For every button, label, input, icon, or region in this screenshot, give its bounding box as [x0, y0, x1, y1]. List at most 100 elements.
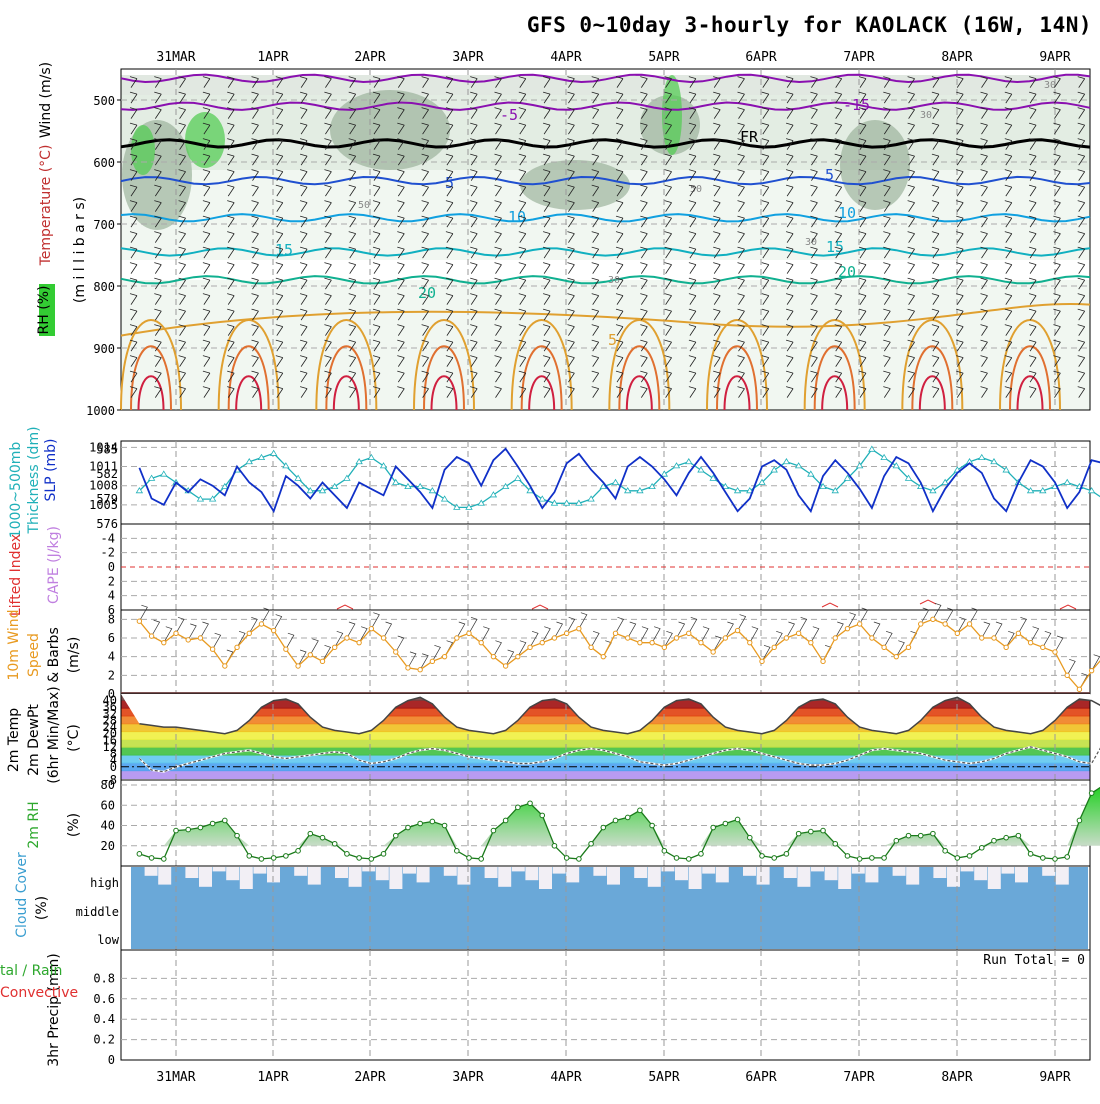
wind-barb-10m: [883, 631, 893, 648]
wind-barb: [980, 122, 988, 135]
wind-barb: [956, 184, 964, 197]
wind-barb-10m: [248, 617, 258, 634]
wind-barb-10m: [334, 631, 344, 648]
temp-band: [121, 754, 1090, 764]
wind-barb: [324, 386, 332, 398]
date-label-top: 4APR: [550, 50, 581, 65]
high-cloud-gap: [811, 867, 824, 872]
rh-point: [429, 818, 436, 825]
wind-barb: [1053, 324, 1061, 336]
high-cloud-gap: [335, 867, 348, 878]
wind-barb: [227, 91, 235, 104]
rh-point: [148, 855, 155, 861]
wind-barb: [275, 153, 284, 166]
contour-label: FR: [740, 128, 759, 146]
wind-barb: [785, 339, 794, 352]
wind-barb: [688, 153, 697, 166]
temp-tick-label: 16: [103, 733, 117, 747]
high-cloud-gap: [1042, 867, 1056, 876]
high-cloud-gap: [307, 867, 321, 885]
wind-barb: [227, 386, 235, 398]
wind-barb: [931, 169, 940, 181]
wind-barb: [883, 200, 891, 212]
li-tick-label: 2: [108, 574, 115, 588]
wind-barb: [178, 246, 186, 259]
wind-barb: [858, 293, 867, 305]
date-label-bottom: 5APR: [648, 1070, 679, 1085]
rh-point: [453, 848, 460, 854]
wind-barb: [251, 370, 259, 383]
wind-barb: [299, 355, 308, 367]
thickness-point: [367, 453, 376, 460]
wind-barb: [1028, 324, 1037, 336]
wind-speed-point: [1088, 667, 1095, 674]
wind-barb-10m: [944, 607, 954, 625]
wind-barb: [737, 324, 745, 336]
wind-barb: [1077, 107, 1086, 119]
wind-barb: [591, 277, 600, 290]
temp-tick-label: 40: [103, 694, 117, 708]
wind-speed-point: [380, 635, 387, 641]
wind-barb: [785, 122, 794, 135]
wind-barb-10m: [578, 612, 588, 629]
wind-barb: [542, 231, 551, 243]
temp-band: [121, 738, 1090, 748]
wind-barb: [810, 91, 818, 104]
wind-barb: [372, 293, 381, 305]
wind-barb-10m: [969, 607, 979, 625]
wind-barb: [1053, 76, 1061, 88]
wind-barb: [494, 138, 502, 150]
wind-barb-10m: [1066, 659, 1076, 676]
wind-barb: [1053, 355, 1061, 367]
wind-barb-10m: [480, 626, 490, 643]
wind-barb: [154, 200, 162, 212]
wind-barb: [713, 138, 721, 150]
wind-barb: [275, 169, 284, 181]
wind-barb: [542, 355, 551, 367]
wind-barb: [956, 122, 964, 135]
wind-barb: [1004, 293, 1013, 305]
temp-tick-label: 0: [110, 760, 117, 774]
high-cloud-gap: [267, 867, 280, 883]
wind-barb: [348, 308, 357, 321]
wind-barb: [688, 339, 697, 352]
wind-barb: [688, 76, 697, 88]
rh2m-series: [121, 784, 1100, 862]
wind-barb-10m: [541, 626, 551, 643]
low-level-contour: [227, 345, 270, 411]
wind-barb: [761, 386, 770, 398]
wind-barb: [567, 324, 575, 336]
wind-barb: [956, 200, 964, 212]
high-cloud-gap: [647, 867, 661, 887]
wind-barb: [202, 91, 211, 104]
wind-barb: [154, 91, 162, 104]
wind-speed-point: [270, 627, 277, 634]
dewpoint-line: [138, 746, 1100, 773]
wind-speed-point: [405, 665, 411, 671]
wind-speed-point: [832, 635, 838, 641]
low-level-contour: [813, 345, 856, 411]
low-level-contour: [423, 345, 465, 411]
wind-barb: [737, 308, 745, 321]
wind-barb: [470, 215, 478, 228]
wind-barb: [372, 324, 381, 336]
wind-barb: [931, 293, 940, 305]
high-cloud-gap: [1001, 867, 1015, 874]
wind-barb: [299, 293, 308, 305]
wind-barb-10m: [664, 631, 673, 648]
wind-barb: [518, 277, 527, 290]
wind-barb: [567, 355, 575, 367]
wind-barb: [372, 107, 381, 119]
rh-saturated: [662, 75, 682, 155]
wind-barb: [688, 293, 697, 305]
wind-barb: [324, 308, 332, 321]
wind-barb: [299, 122, 308, 135]
wind-barb: [470, 386, 478, 398]
wind-barb: [299, 76, 308, 88]
wind-barb: [397, 339, 405, 352]
wind-barb: [785, 76, 794, 88]
wind-barb: [154, 138, 162, 150]
high-cloud-gap: [838, 867, 852, 889]
wind-barb: [470, 339, 478, 352]
